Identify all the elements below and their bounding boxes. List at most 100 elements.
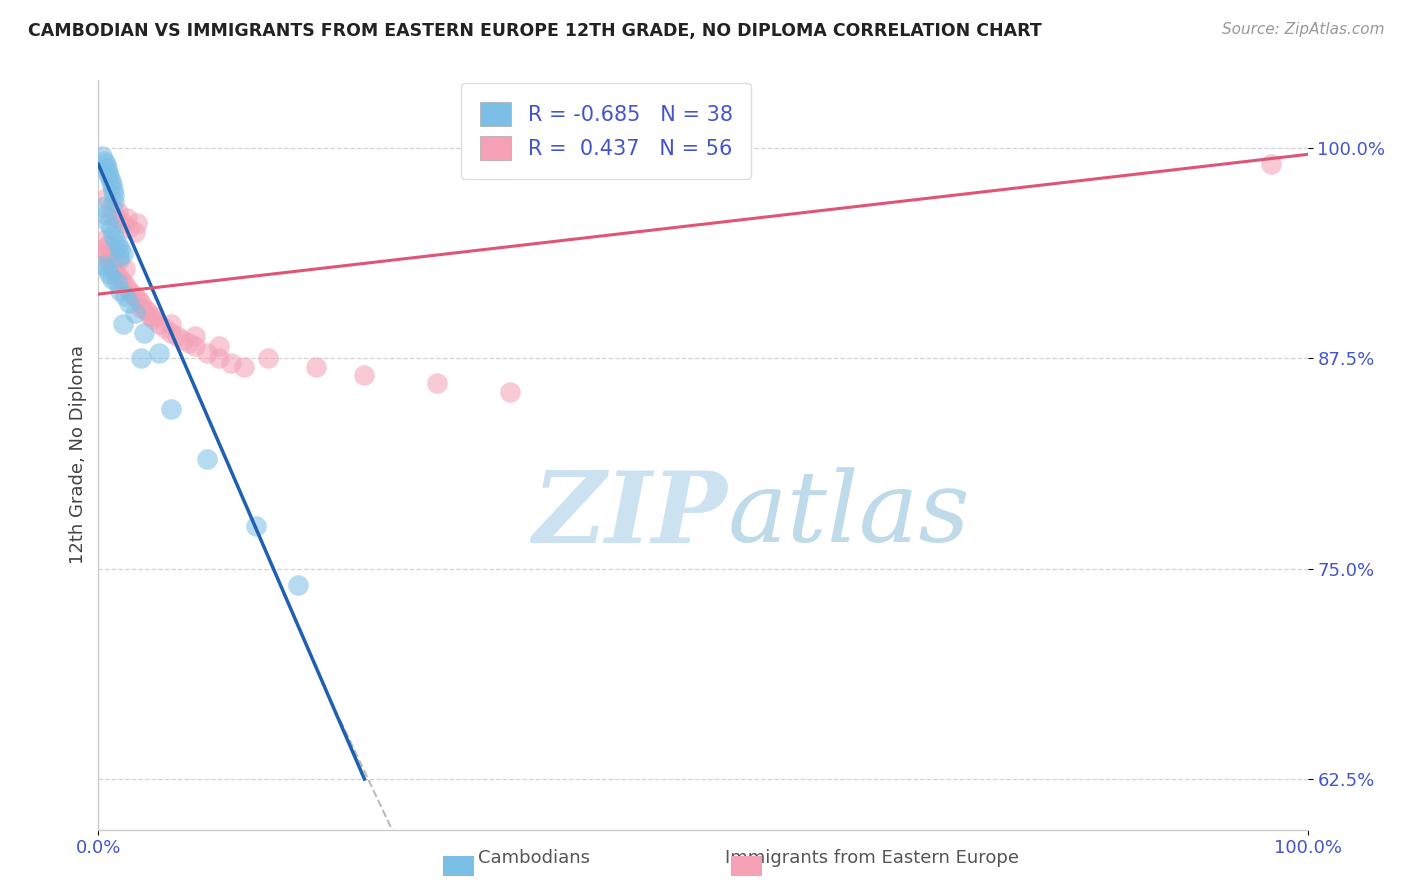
Point <box>108 250 131 264</box>
Point <box>98 267 121 281</box>
Point <box>114 289 136 303</box>
Point <box>91 149 114 163</box>
Point <box>232 359 254 374</box>
Point <box>184 339 207 353</box>
Point <box>134 301 156 315</box>
Point <box>96 250 118 264</box>
Text: CAMBODIAN VS IMMIGRANTS FROM EASTERN EUROPE 12TH GRADE, NO DIPLOMA CORRELATION C: CAMBODIAN VS IMMIGRANTS FROM EASTERN EUR… <box>28 22 1042 40</box>
Point <box>117 211 139 226</box>
Point <box>153 320 176 334</box>
Point <box>105 276 128 290</box>
Point <box>139 309 162 323</box>
Point <box>111 276 134 290</box>
Point <box>93 154 115 169</box>
Point <box>108 284 131 298</box>
Point <box>160 326 183 340</box>
Text: ZIP: ZIP <box>533 467 727 563</box>
Point <box>103 187 125 202</box>
Point <box>426 376 449 391</box>
Point <box>104 233 127 247</box>
Point <box>166 329 188 343</box>
Point <box>100 200 122 214</box>
Point <box>208 351 231 365</box>
Point <box>101 245 124 260</box>
Point <box>93 233 115 247</box>
Point <box>160 318 183 332</box>
Point <box>121 287 143 301</box>
Point <box>221 356 243 370</box>
Point <box>256 351 278 365</box>
Point <box>195 346 218 360</box>
Point <box>105 267 128 281</box>
Text: Immigrants from Eastern Europe: Immigrants from Eastern Europe <box>724 849 1019 867</box>
Point <box>111 246 134 260</box>
Point <box>101 228 124 243</box>
Point <box>135 304 157 318</box>
Y-axis label: 12th Grade, No Diploma: 12th Grade, No Diploma <box>69 345 87 565</box>
Point <box>100 221 122 235</box>
Point <box>127 216 149 230</box>
Point <box>134 326 156 340</box>
Point <box>94 157 117 171</box>
Point <box>245 519 267 533</box>
Point <box>118 295 141 310</box>
Point <box>108 272 131 286</box>
Text: atlas: atlas <box>727 467 970 563</box>
Point <box>96 261 118 276</box>
Point <box>98 169 121 184</box>
Point <box>184 329 207 343</box>
Point <box>111 216 134 230</box>
Point <box>98 255 121 269</box>
Point <box>127 292 149 306</box>
Point <box>94 191 117 205</box>
Point <box>160 401 183 416</box>
Point <box>103 261 125 276</box>
Point <box>118 221 141 235</box>
Point <box>97 238 120 252</box>
Point <box>100 259 122 273</box>
Text: Source: ZipAtlas.com: Source: ZipAtlas.com <box>1222 22 1385 37</box>
Point <box>172 333 194 347</box>
Point <box>179 335 201 350</box>
Point <box>124 305 146 319</box>
Point <box>142 309 165 323</box>
Point <box>100 272 122 286</box>
Point <box>100 178 122 192</box>
Point <box>94 208 117 222</box>
Point <box>195 452 218 467</box>
Point <box>91 242 114 256</box>
Point <box>105 211 128 226</box>
Point <box>208 339 231 353</box>
Point <box>111 318 134 332</box>
Point <box>103 194 125 209</box>
Point <box>118 284 141 298</box>
Point <box>129 295 152 310</box>
Point <box>100 174 122 188</box>
Point <box>305 359 328 374</box>
Point <box>93 259 115 273</box>
Point <box>142 312 165 326</box>
Point <box>498 384 520 399</box>
Point <box>91 200 114 214</box>
Point <box>148 318 170 332</box>
Point <box>97 216 120 230</box>
Point <box>1260 157 1282 171</box>
Point <box>107 238 129 252</box>
Point <box>148 346 170 360</box>
Point <box>97 166 120 180</box>
Point <box>107 204 129 219</box>
Point <box>353 368 375 382</box>
Point <box>101 183 124 197</box>
Legend: R = -0.685   N = 38, R =  0.437   N = 56: R = -0.685 N = 38, R = 0.437 N = 56 <box>461 83 751 179</box>
Point <box>114 261 136 276</box>
Point <box>100 208 122 222</box>
Point <box>124 225 146 239</box>
Point <box>96 161 118 175</box>
Point <box>115 278 138 293</box>
Point <box>124 289 146 303</box>
Point <box>108 253 131 268</box>
Point <box>129 351 152 365</box>
Point <box>93 246 115 260</box>
Point <box>287 578 309 592</box>
Point <box>129 301 152 315</box>
